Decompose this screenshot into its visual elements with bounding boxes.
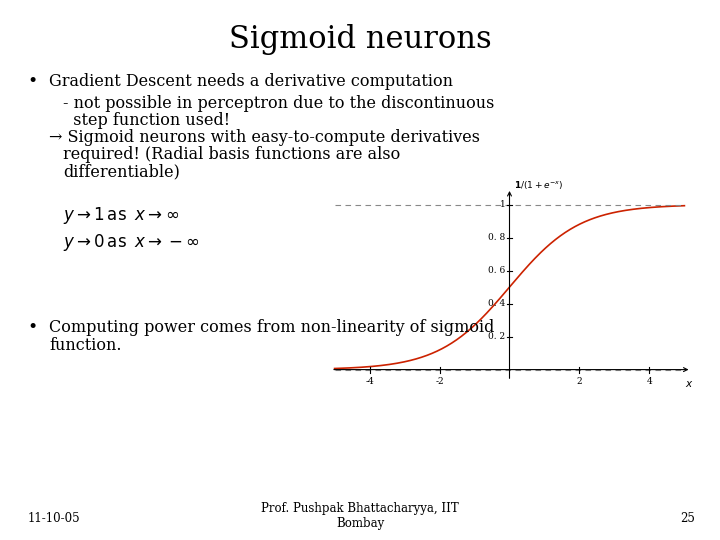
Text: function.: function. (49, 337, 122, 354)
Text: -2: -2 (435, 377, 444, 386)
Text: $y \rightarrow 0\,\mathrm{as}\;\; x \rightarrow -\infty$: $y \rightarrow 0\,\mathrm{as}\;\; x \rig… (63, 232, 200, 253)
Text: 25: 25 (680, 512, 695, 525)
Text: $x$: $x$ (685, 379, 694, 389)
Text: Gradient Descent needs a derivative computation: Gradient Descent needs a derivative comp… (49, 73, 453, 90)
Text: Prof. Pushpak Bhattacharyya, IIT
Bombay: Prof. Pushpak Bhattacharyya, IIT Bombay (261, 502, 459, 530)
Text: 4: 4 (647, 377, 652, 386)
Text: → Sigmoid neurons with easy-to-compute derivatives: → Sigmoid neurons with easy-to-compute d… (49, 129, 480, 145)
Text: 11-10-05: 11-10-05 (27, 512, 80, 525)
Text: $y \rightarrow 1\,\mathrm{as}\;\; x \rightarrow \infty$: $y \rightarrow 1\,\mathrm{as}\;\; x \rig… (63, 205, 179, 226)
Text: step function used!: step function used! (63, 112, 230, 129)
Text: 1: 1 (500, 200, 505, 209)
Text: 0. 6: 0. 6 (488, 266, 505, 275)
Text: Computing power comes from non-linearity of sigmoid: Computing power comes from non-linearity… (49, 319, 495, 335)
Text: •: • (27, 319, 37, 335)
Text: Sigmoid neurons: Sigmoid neurons (229, 24, 491, 55)
Text: 0. 8: 0. 8 (488, 233, 505, 242)
Text: -4: -4 (365, 377, 374, 386)
Text: 0. 2: 0. 2 (488, 332, 505, 341)
Text: •: • (27, 73, 37, 90)
Text: differentiable): differentiable) (63, 163, 180, 180)
Text: 0. 4: 0. 4 (488, 299, 505, 308)
Text: required! (Radial basis functions are also: required! (Radial basis functions are al… (63, 146, 400, 163)
Text: - not possible in perceptron due to the discontinuous: - not possible in perceptron due to the … (63, 94, 495, 111)
Text: 2: 2 (577, 377, 582, 386)
Text: $\mathbf{1}/(1+e^{-x})$: $\mathbf{1}/(1+e^{-x})$ (513, 179, 563, 191)
